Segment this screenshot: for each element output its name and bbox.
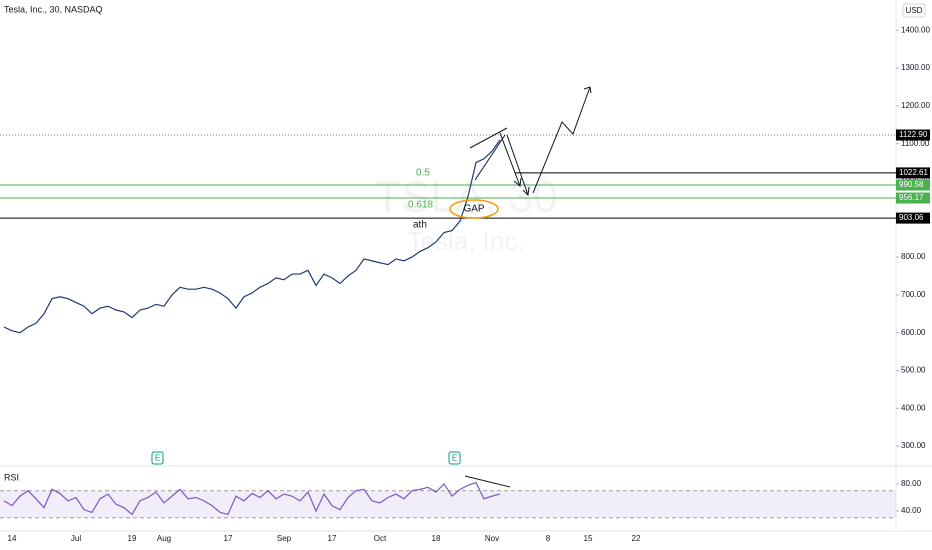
x-tick-label: Jul bbox=[71, 534, 81, 543]
y-tick-label: 400.00 bbox=[901, 403, 926, 412]
currency: USD bbox=[906, 6, 923, 15]
level-label-bg bbox=[896, 192, 930, 204]
event-marker[interactable] bbox=[448, 451, 461, 465]
rsi-band bbox=[0, 490, 896, 518]
level-label-bg bbox=[896, 129, 930, 141]
y-tick-label: 1100.00 bbox=[901, 139, 930, 148]
wedge-line bbox=[469, 127, 508, 149]
x-tick-label: Nov bbox=[485, 534, 499, 543]
event-marker[interactable] bbox=[151, 451, 164, 465]
arrow-head bbox=[583, 86, 592, 94]
rsi-line bbox=[3, 481, 501, 516]
annotation: GAP bbox=[463, 204, 484, 215]
level-label: 990.58 bbox=[899, 180, 924, 189]
level-label-bg bbox=[896, 167, 930, 179]
level-label: 956.17 bbox=[899, 193, 924, 202]
annotation: 0.618 bbox=[408, 200, 433, 211]
y-tick-label: 800.00 bbox=[901, 252, 926, 261]
x-tick-label: 15 bbox=[584, 534, 593, 543]
y2-tick-label: 80.00 bbox=[901, 479, 922, 488]
level-label-bg bbox=[896, 179, 930, 191]
event-label: E bbox=[452, 454, 457, 463]
x-tick-label: 17 bbox=[328, 534, 337, 543]
annotation: ath bbox=[413, 220, 427, 231]
arrow-head bbox=[513, 177, 522, 187]
rsi-trendline bbox=[464, 475, 511, 488]
level-label-bg bbox=[896, 212, 930, 224]
pane-label: RSI bbox=[4, 472, 19, 482]
x-tick-label: 17 bbox=[224, 534, 233, 543]
x-tick-label: Oct bbox=[374, 534, 387, 543]
currency-box[interactable] bbox=[902, 3, 926, 18]
x-tick-label: Sep bbox=[277, 534, 292, 543]
watermark-subtitle: Tesla, Inc. bbox=[407, 226, 524, 256]
price-line bbox=[3, 139, 501, 334]
annotation: 0.5 bbox=[416, 168, 430, 179]
x-tick-label: 8 bbox=[546, 534, 551, 543]
y-tick-label: 700.00 bbox=[901, 290, 926, 299]
arrow bbox=[499, 132, 521, 187]
level-label: 903.06 bbox=[899, 213, 924, 222]
y-tick-label: 300.00 bbox=[901, 441, 926, 450]
x-tick-label: Aug bbox=[157, 534, 171, 543]
x-tick-label: 19 bbox=[128, 534, 137, 543]
level-label: 1122.90 bbox=[899, 130, 928, 139]
drawings bbox=[449, 86, 592, 488]
y-tick-label: 1400.00 bbox=[901, 25, 930, 34]
y-tick-label: 500.00 bbox=[901, 366, 926, 375]
arrow bbox=[532, 86, 591, 194]
plot-area: 300.00400.00500.00600.00700.00800.00900.… bbox=[0, 25, 930, 543]
x-tick-label: 14 bbox=[8, 534, 17, 543]
y-tick-label: 600.00 bbox=[901, 328, 926, 337]
y2-tick-label: 40.00 bbox=[901, 506, 922, 515]
level-label: 1022.61 bbox=[899, 168, 928, 177]
arrow-head bbox=[522, 186, 530, 197]
x-tick-label: 18 bbox=[432, 534, 441, 543]
arrow bbox=[506, 134, 529, 196]
y-tick-label: 1300.00 bbox=[901, 63, 930, 72]
event-label: E bbox=[155, 454, 160, 463]
chart-title: Tesla, Inc., 30, NASDAQ bbox=[4, 4, 103, 14]
x-tick-label: 22 bbox=[632, 534, 641, 543]
watermark: TSLA, 30 bbox=[374, 173, 557, 222]
wedge-line bbox=[474, 134, 506, 181]
gap-ellipse bbox=[449, 199, 499, 219]
y-tick-label: 1200.00 bbox=[901, 101, 930, 110]
